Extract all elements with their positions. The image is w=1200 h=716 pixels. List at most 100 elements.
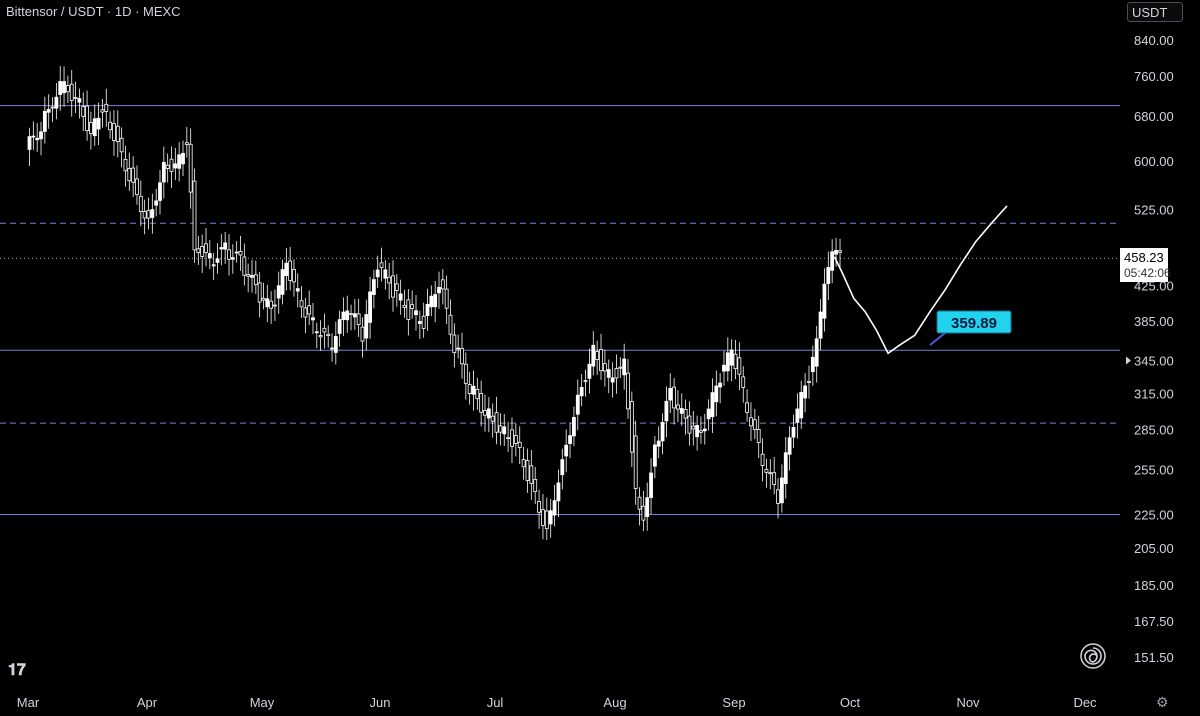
- candle-body: [410, 304, 415, 309]
- candle-body: [69, 83, 74, 101]
- candle-body: [548, 510, 553, 525]
- x-tick-label: Mar: [17, 695, 40, 710]
- candle-body: [687, 415, 692, 434]
- candle-body: [656, 440, 661, 447]
- candle-body: [803, 385, 807, 399]
- candle-body: [364, 314, 369, 339]
- candle-body: [108, 121, 113, 131]
- x-tick-label: Aug: [603, 695, 626, 710]
- candle-body: [583, 380, 588, 382]
- candle-body: [780, 477, 784, 504]
- y-tick-label: 840.00: [1134, 33, 1174, 48]
- currency-selector[interactable]: USDT: [1127, 2, 1183, 22]
- candle-body: [35, 137, 40, 141]
- candle-body: [115, 125, 120, 142]
- candle-body: [196, 248, 201, 254]
- candle-body: [787, 437, 792, 455]
- candle-body: [591, 344, 596, 367]
- chart-title: Bittensor / USDT · 1D · MEXC: [6, 4, 181, 19]
- candle-body: [138, 195, 143, 212]
- candle-body: [691, 425, 696, 430]
- candle-body: [452, 334, 457, 354]
- candle-body: [706, 408, 711, 420]
- tradingview-logo-icon: 𝟏𝟕: [8, 662, 26, 679]
- candle-body: [745, 402, 749, 413]
- candle-body: [683, 409, 688, 419]
- candle-body: [398, 293, 403, 301]
- candle-body: [257, 282, 262, 303]
- candle-body: [322, 327, 327, 333]
- candle-body: [273, 304, 277, 307]
- candle-body: [371, 279, 376, 295]
- candle-body: [818, 311, 823, 339]
- candle-body: [768, 472, 773, 475]
- candle-body: [349, 313, 353, 315]
- y-tick-label: 680.00: [1134, 109, 1174, 124]
- candle-body: [610, 377, 615, 383]
- candle-body: [242, 256, 247, 276]
- candle-body: [425, 303, 430, 317]
- candle-body: [433, 294, 438, 308]
- candle-body: [406, 299, 411, 320]
- candle-body: [525, 460, 530, 481]
- x-tick-label: Apr: [137, 695, 158, 710]
- candle-body: [475, 389, 480, 400]
- candle-body: [764, 468, 769, 473]
- candle-body: [177, 154, 182, 169]
- candle-body: [587, 363, 592, 379]
- candle-body: [92, 118, 97, 137]
- y-tick-label: 345.00: [1134, 354, 1174, 369]
- candle-body: [356, 313, 361, 325]
- y-tick-label: 225.00: [1134, 508, 1174, 523]
- candle-body: [537, 501, 541, 513]
- candle-body: [269, 300, 274, 309]
- candle-body: [42, 111, 47, 132]
- candle-body: [188, 143, 193, 193]
- candle-body: [486, 408, 491, 419]
- candle-body: [154, 200, 159, 206]
- gear-icon[interactable]: ⚙: [1156, 694, 1169, 710]
- candle-body: [494, 412, 499, 433]
- candle-body: [326, 333, 331, 337]
- candle-body: [54, 96, 59, 109]
- y-tick-label: 385.00: [1134, 314, 1174, 329]
- price-annotation[interactable]: 359.89: [929, 310, 1012, 346]
- candle-body: [513, 434, 518, 444]
- candle-body: [783, 452, 788, 485]
- spiral-icon[interactable]: [1080, 643, 1106, 669]
- candle-body: [341, 311, 346, 320]
- candle-body: [77, 98, 82, 103]
- candle-body: [529, 465, 534, 484]
- candle-body: [510, 429, 514, 447]
- candle-body: [702, 428, 707, 432]
- candle-body: [810, 356, 815, 373]
- candle-body: [467, 384, 472, 394]
- candle-body: [776, 489, 780, 504]
- candle-body: [50, 106, 55, 109]
- candle-body: [541, 509, 545, 526]
- candle-body: [146, 209, 151, 219]
- current-price: 458.23: [1124, 250, 1164, 265]
- candle-body: [517, 441, 522, 448]
- candle-body: [65, 85, 70, 93]
- candle-body: [215, 258, 220, 263]
- candle-body: [204, 243, 208, 253]
- candle-body: [760, 453, 765, 466]
- y-tick-label: 600.00: [1134, 154, 1174, 169]
- candle-body: [490, 415, 495, 422]
- candle-body: [440, 279, 445, 290]
- candle-body: [219, 247, 224, 250]
- candle-body: [284, 262, 289, 277]
- candle-body: [807, 381, 811, 383]
- candle-body: [227, 249, 231, 260]
- candle-body: [394, 283, 399, 291]
- candle-body: [421, 315, 426, 329]
- candle-body: [641, 505, 646, 521]
- projection-line: [833, 205, 1008, 355]
- candle-body: [772, 472, 777, 485]
- candle-body: [414, 310, 418, 316]
- candle-body: [104, 103, 109, 112]
- candle-body: [814, 338, 819, 367]
- candle-body: [664, 400, 669, 422]
